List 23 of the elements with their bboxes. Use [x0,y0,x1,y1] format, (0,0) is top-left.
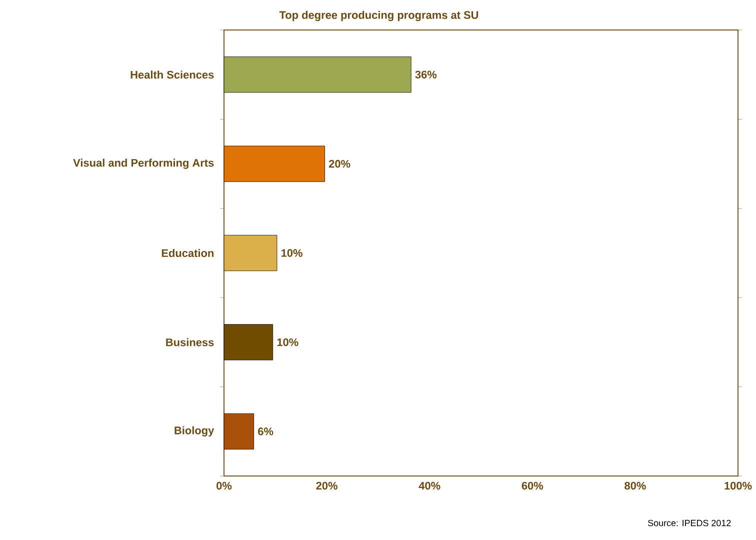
data-label: 6% [258,428,274,436]
bar [224,413,254,450]
chart-title: Top degree producing programs at SU [279,10,478,22]
y-tick-label: Biology [174,426,214,437]
data-label: 20% [328,160,350,168]
data-label: 10% [277,338,298,346]
y-tick-label: Health Sciences [130,70,214,79]
x-tick-label: 60% [522,482,544,490]
source-note: Source: IPEDS 2012 [648,520,731,526]
data-label: 10% [281,249,302,257]
data-label: 36% [415,70,437,78]
x-tick-label: 100% [724,482,752,490]
y-tick-label: Education [162,248,214,258]
bar [224,324,274,360]
x-tick-label: 80% [624,482,646,490]
bar [224,146,325,182]
x-tick-label: 20% [316,482,338,490]
y-tick-label: Business [166,338,214,346]
bar [224,56,412,93]
bar [224,234,278,272]
y-tick-label: Visual and Performing Arts [73,158,214,169]
x-tick-label: 0% [216,482,232,490]
x-tick-label: 40% [418,482,440,490]
